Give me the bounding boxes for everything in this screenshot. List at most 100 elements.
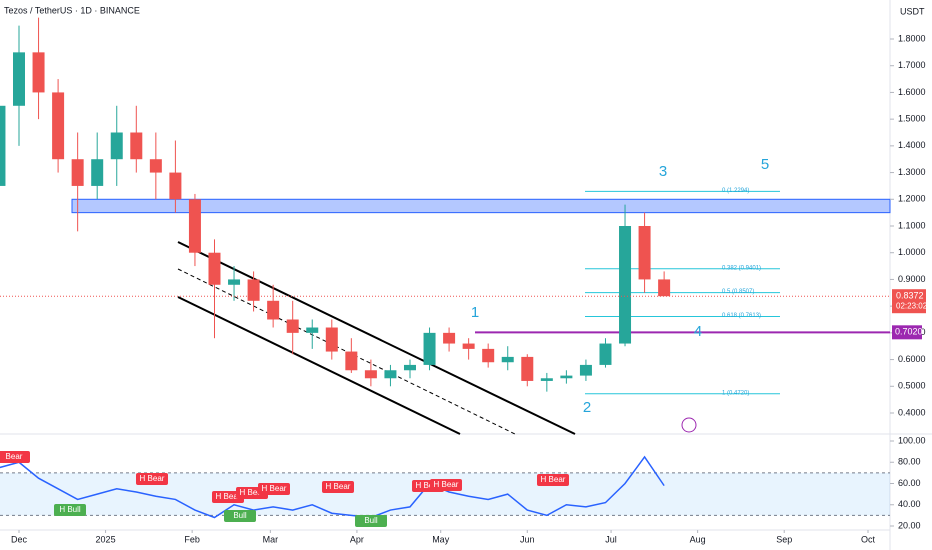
y-tick-label: 1.4000 [898, 140, 926, 150]
candle-body [384, 370, 397, 379]
x-tick-label: Mar [263, 534, 279, 544]
signal-label: H Bear [326, 482, 351, 491]
candle-body [540, 378, 553, 381]
candle-body [403, 364, 416, 371]
signal-tag [136, 473, 168, 485]
y-tick-label: 1.5000 [898, 114, 926, 124]
x-tick-label: Jul [605, 534, 617, 544]
signal-tag [430, 479, 462, 491]
signal-label: Bear [6, 452, 23, 461]
candle-body [345, 351, 358, 371]
y-tick-label: 1.6000 [898, 87, 926, 97]
candle-body [306, 327, 319, 333]
signal-tag [258, 483, 290, 495]
symbol-title: Tezos / TetherUS · 1D · BINANCE [4, 5, 140, 15]
event-icon [681, 417, 697, 433]
candle-body [32, 52, 45, 93]
candle-body [52, 92, 65, 160]
y-tick-label: 1.1000 [898, 220, 926, 230]
signal-tag [224, 510, 256, 522]
candle-body [247, 279, 260, 301]
fib-label: 0.5 (0.8507) [722, 289, 754, 295]
x-tick-label: Sep [776, 534, 792, 544]
wave-label: 5 [761, 156, 769, 173]
signal-label: H Bear [434, 480, 459, 489]
wave-label: 3 [659, 163, 667, 180]
candle-body [267, 300, 280, 320]
signal-label: H Bear [216, 492, 241, 501]
candle-body [149, 159, 162, 173]
x-tick-label: Apr [350, 534, 364, 544]
x-tick-label: Aug [690, 534, 706, 544]
candle-body [579, 364, 592, 376]
rsi-y-tick-label: 60.00 [898, 478, 921, 488]
candle-body [482, 348, 495, 363]
y-tick-label: 1.3000 [898, 167, 926, 177]
channel-bottom [177, 296, 461, 435]
rsi-line [0, 455, 665, 519]
x-tick-label: Jun [520, 534, 535, 544]
candle-body [325, 327, 338, 352]
candle-body [423, 332, 436, 365]
wave-label: 1 [471, 304, 479, 321]
candle-body [228, 279, 241, 285]
x-tick-label: Feb [184, 534, 200, 544]
candle-body [560, 375, 573, 379]
candle-body [619, 226, 632, 344]
x-tick-label: Dec [11, 534, 28, 544]
signal-label: H Bear [140, 474, 165, 483]
candle-body [13, 52, 25, 106]
signal-tag [537, 474, 569, 486]
level-tag [892, 325, 922, 340]
candle-body [638, 226, 651, 280]
channel-top [177, 241, 576, 435]
y-tick-label: 1.8000 [898, 33, 926, 43]
candle-body [658, 279, 671, 297]
fib-label: 1 (0.4720) [722, 390, 749, 396]
candle-body [599, 343, 612, 365]
price-tag-label: 0.8372 [896, 291, 924, 301]
signal-tag [322, 481, 354, 493]
signal-tag [355, 515, 387, 527]
fib-label: 0 (1.2294) [722, 188, 749, 194]
rsi-y-tick-label: 20.00 [898, 520, 921, 530]
y-tick-label: 0.5000 [898, 381, 926, 391]
candle-body [521, 356, 534, 381]
price-tag [892, 289, 926, 314]
signal-label: H Bear [541, 475, 566, 484]
fib-label: 0.618 (0.7613) [722, 313, 761, 319]
signal-label: Bull [364, 516, 378, 525]
signal-tag [54, 504, 86, 516]
candle-body [91, 159, 104, 186]
y-tick-label: 0.9000 [898, 274, 926, 284]
countdown: 02:23:02 [896, 301, 928, 310]
candle-body [462, 343, 475, 349]
candle-body [364, 370, 377, 379]
rsi-y-tick-label: 80.00 [898, 457, 921, 467]
signal-label: H Bear [262, 484, 287, 493]
signal-label: H Bear [416, 481, 441, 490]
fib-label: 0.382 (0.9401) [722, 265, 761, 271]
x-tick-label: May [432, 534, 450, 544]
candle-body [286, 319, 299, 333]
signal-label: Bull [233, 511, 247, 520]
y-tick-label: 0.4000 [898, 407, 926, 417]
candle-body [501, 356, 514, 363]
candle-body [71, 159, 84, 186]
candle-body [110, 132, 123, 160]
candle-body [130, 132, 143, 160]
wave-label: 2 [583, 399, 591, 416]
signal-label: H Bull [59, 505, 81, 514]
candle-body [443, 332, 456, 344]
y-tick-label: 1.0000 [898, 247, 926, 257]
signal-tag [0, 451, 30, 463]
y-tick-label: 0.6000 [898, 354, 926, 364]
rsi-y-tick-label: 40.00 [898, 499, 921, 509]
candle-body [0, 105, 6, 186]
currency: USDT [900, 6, 925, 16]
candle-body [188, 199, 201, 253]
candle-body [208, 252, 221, 285]
y-tick-label: 1.2000 [898, 194, 926, 204]
